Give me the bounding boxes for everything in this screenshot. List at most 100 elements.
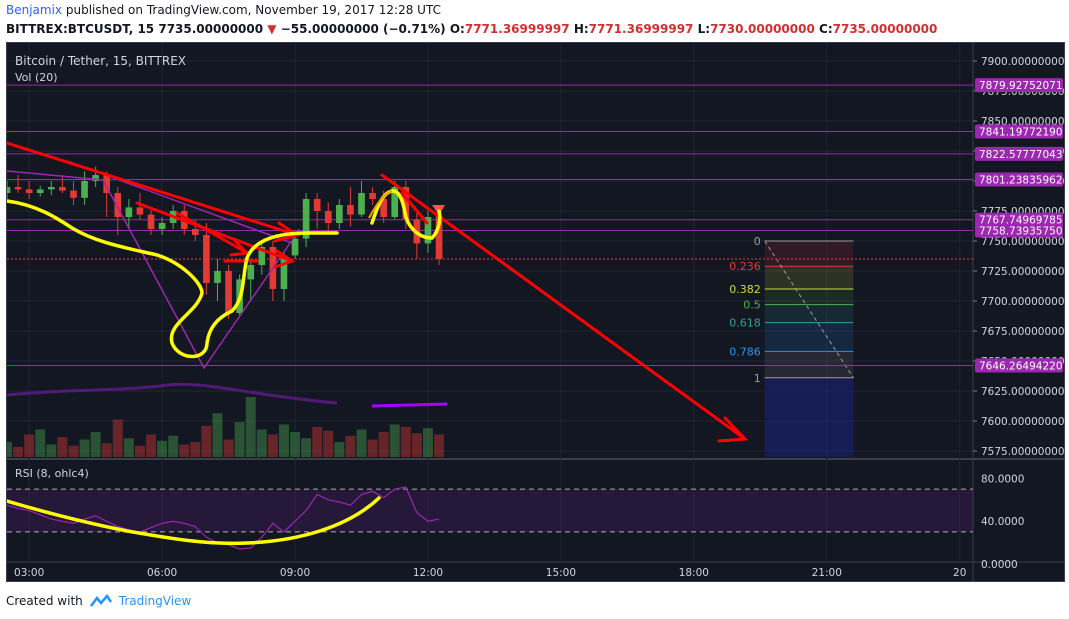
purple-volume-curve bbox=[6, 382, 338, 405]
volume-bar bbox=[24, 434, 35, 457]
y-tick-label: 7675.00000000 bbox=[981, 326, 1064, 338]
volume-bar bbox=[2, 442, 12, 457]
candle-body bbox=[347, 205, 354, 215]
footer: Created with TradingView bbox=[6, 594, 191, 608]
chart-title: Bitcoin / Tether, 15, BITTREX bbox=[15, 54, 186, 68]
fib-level-label: 0.236 bbox=[729, 260, 761, 273]
last-price: 7735.00000000 bbox=[158, 22, 264, 36]
candle-body bbox=[36, 189, 44, 193]
candle-body bbox=[103, 175, 111, 193]
level-label-box bbox=[975, 172, 1063, 187]
y-tick-label: 7700.00000000 bbox=[981, 296, 1064, 308]
candle-body bbox=[47, 187, 55, 190]
rsi-tick-label: 80.0000 bbox=[981, 473, 1024, 485]
candle-body bbox=[302, 199, 310, 239]
volume-bar bbox=[290, 432, 301, 457]
candle-body bbox=[424, 217, 432, 244]
volume-bar bbox=[301, 438, 312, 457]
low-value: 7730.00000000 bbox=[710, 22, 815, 36]
volume-bar bbox=[434, 434, 445, 457]
volume-bar bbox=[400, 427, 411, 457]
red-arrow-drawings bbox=[5, 141, 749, 443]
candle-body bbox=[258, 247, 266, 265]
level-label-box bbox=[975, 212, 1063, 227]
level-label-text: 7879.92752071 bbox=[979, 80, 1063, 92]
volume-bar bbox=[146, 434, 156, 457]
candle-body bbox=[225, 271, 232, 313]
level-label-text: 7758.73935750 bbox=[979, 226, 1063, 238]
y-tick-label: 7725.00000000 bbox=[981, 266, 1064, 278]
volume-bar bbox=[223, 439, 234, 457]
candle-body bbox=[435, 215, 443, 259]
purple-channel-drawing bbox=[6, 170, 300, 370]
candle-body bbox=[3, 187, 11, 193]
x-tick-label: 03:00 bbox=[14, 567, 44, 579]
chart-svg[interactable]: 0 0.236 0.382 0.5 0.618 0.786 1 bbox=[2, 43, 1065, 581]
volume-bar bbox=[57, 437, 68, 457]
x-tick-label: 20 bbox=[953, 567, 966, 579]
volume-bar bbox=[90, 432, 101, 457]
orange-line-drawing bbox=[368, 190, 393, 219]
candle-body bbox=[203, 235, 210, 283]
volume-bar bbox=[190, 442, 201, 457]
volume-label: Vol (20) bbox=[15, 71, 58, 84]
candle-body bbox=[14, 187, 22, 190]
volume-bar bbox=[356, 429, 367, 457]
candle-body bbox=[114, 193, 122, 217]
volume-bar bbox=[112, 419, 123, 457]
level-label-box bbox=[975, 358, 1063, 373]
purple-short-line bbox=[371, 402, 448, 408]
candle-body bbox=[136, 207, 144, 215]
fib-level-label: 1 bbox=[754, 372, 761, 385]
fib-extension-zone bbox=[764, 377, 854, 457]
volume-bar bbox=[378, 432, 389, 457]
volume-bar bbox=[256, 429, 267, 457]
candle-body bbox=[391, 187, 399, 217]
level-label-box bbox=[975, 223, 1063, 238]
volume-bar bbox=[367, 439, 378, 457]
candle-body bbox=[313, 199, 321, 211]
volume-bar bbox=[422, 428, 433, 457]
level-label-box bbox=[975, 146, 1063, 161]
volume-bar bbox=[245, 397, 256, 457]
fib-zone bbox=[764, 322, 854, 352]
low-label: L: bbox=[697, 22, 711, 36]
candle-body bbox=[59, 187, 66, 191]
fib-trend-line bbox=[764, 240, 854, 379]
author-link[interactable]: Benjamix bbox=[6, 3, 63, 17]
rsi-tick-label: 40.0000 bbox=[981, 516, 1024, 528]
candle-body bbox=[291, 238, 299, 256]
candle-body bbox=[369, 193, 376, 199]
level-label-text: 7841.19772190 bbox=[979, 127, 1063, 139]
open-label: O: bbox=[449, 22, 465, 36]
volume-bar bbox=[35, 429, 46, 457]
volume-bar bbox=[323, 430, 334, 457]
rsi-tick-label: 0.0000 bbox=[981, 559, 1018, 571]
tradingview-logo-icon bbox=[89, 594, 112, 607]
candle-body bbox=[402, 187, 410, 220]
level-label-text: 7822.57777043 bbox=[979, 149, 1063, 161]
symbol-name: BITTREX:BTCUSDT, 15 bbox=[6, 22, 155, 36]
tradingview-link[interactable]: TradingView bbox=[118, 594, 192, 608]
created-with-text: Created with bbox=[6, 594, 83, 608]
y-tick-label: 7575.00000000 bbox=[981, 446, 1064, 458]
x-tick-label: 06:00 bbox=[147, 567, 177, 579]
fib-zone bbox=[764, 266, 854, 289]
x-tick-label: 09:00 bbox=[280, 567, 310, 579]
volume-bar bbox=[68, 445, 79, 457]
price-change: −55.00000000 (−0.71%) bbox=[280, 22, 446, 36]
candle-body bbox=[81, 181, 88, 198]
volume-bar bbox=[101, 443, 112, 457]
chart-frame[interactable]: 0 0.236 0.382 0.5 0.618 0.786 1 bbox=[2, 42, 1065, 582]
level-label-text: 7801.23835962 bbox=[979, 175, 1063, 187]
y-tick-label: 7750.00000000 bbox=[981, 236, 1064, 248]
candle-body bbox=[247, 265, 255, 280]
fib-level-label: 0 bbox=[754, 235, 761, 248]
volume-bar bbox=[123, 438, 134, 457]
candle-body bbox=[70, 190, 77, 198]
high-label: H: bbox=[573, 22, 589, 36]
volume-bar bbox=[334, 442, 345, 457]
x-tick-label: 15:00 bbox=[546, 567, 576, 579]
close-value: 7735.00000000 bbox=[832, 22, 938, 36]
candle-body bbox=[147, 214, 155, 229]
